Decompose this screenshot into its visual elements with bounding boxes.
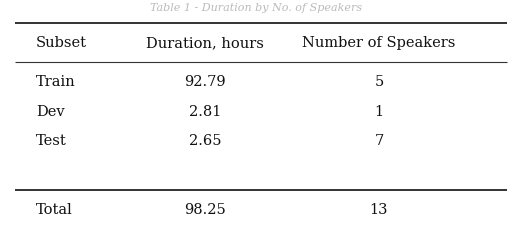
Text: Table 1 - Duration by No. of Speakers: Table 1 - Duration by No. of Speakers: [150, 3, 362, 13]
Text: Number of Speakers: Number of Speakers: [302, 36, 456, 50]
Text: 1: 1: [374, 104, 383, 118]
Text: Train: Train: [36, 75, 76, 89]
Text: Test: Test: [36, 134, 67, 148]
Text: 5: 5: [374, 75, 383, 89]
Text: 92.79: 92.79: [184, 75, 226, 89]
Text: 7: 7: [374, 134, 383, 148]
Text: Total: Total: [36, 202, 73, 216]
Text: 2.65: 2.65: [188, 134, 221, 148]
Text: 13: 13: [370, 202, 388, 216]
Text: 2.81: 2.81: [188, 104, 221, 118]
Text: 98.25: 98.25: [184, 202, 226, 216]
Text: Duration, hours: Duration, hours: [146, 36, 264, 50]
Text: Subset: Subset: [36, 36, 87, 50]
Text: Dev: Dev: [36, 104, 65, 118]
